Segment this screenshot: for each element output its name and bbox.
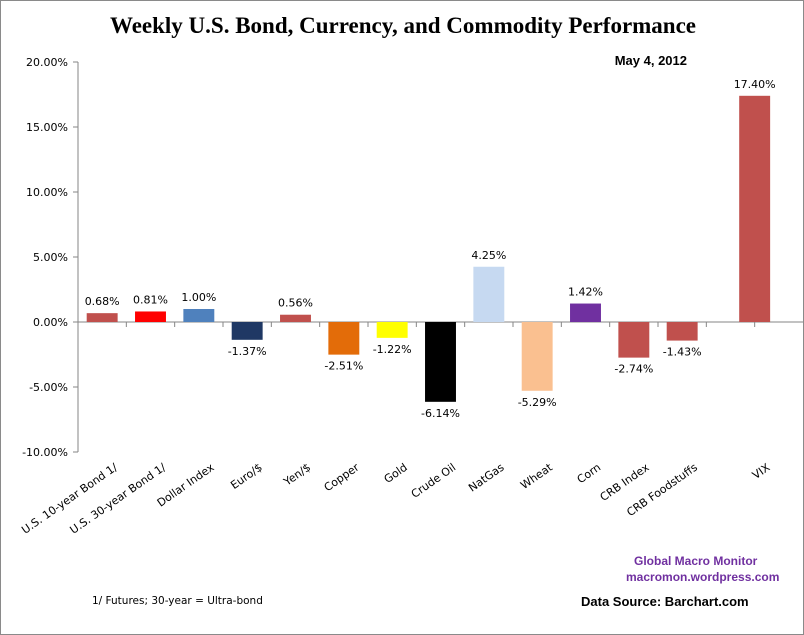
y-tick-label: -5.00%: [29, 381, 68, 394]
data-label: -1.22%: [373, 343, 412, 356]
bar: [521, 322, 553, 391]
category-label: Copper: [322, 461, 362, 495]
category-label: Corn: [575, 461, 604, 486]
category-label: Crude Oil: [409, 461, 458, 501]
bar: [280, 314, 311, 322]
y-tick-label: 5.00%: [33, 251, 68, 264]
data-label: 1.42%: [568, 286, 603, 299]
bar: [618, 322, 650, 358]
category-label: NatGas: [466, 461, 507, 495]
bar: [739, 95, 771, 322]
y-tick-label: 20.00%: [26, 56, 68, 69]
category-label: Wheat: [518, 460, 555, 492]
category-label: Gold: [382, 461, 410, 486]
data-label: 1.00%: [181, 291, 216, 304]
data-label: -1.37%: [228, 345, 267, 358]
bar: [328, 322, 360, 355]
bar: [570, 303, 601, 322]
y-tick-label: 10.00%: [26, 186, 68, 199]
data-label: -2.74%: [614, 363, 653, 376]
data-label: -1.43%: [663, 346, 702, 359]
bar: [376, 322, 408, 338]
bar: [86, 313, 118, 322]
bar: [425, 322, 456, 402]
category-label: Yen/$: [281, 461, 314, 489]
footnote: 1/ Futures; 30-year = Ultra-bond: [92, 595, 263, 607]
data-label: -2.51%: [324, 360, 363, 373]
data-label: -5.29%: [518, 396, 557, 409]
bar: [473, 266, 505, 322]
data-source: Data Source: Barchart.com: [581, 594, 749, 609]
category-label: VIX: [750, 461, 773, 482]
data-label: 0.81%: [133, 293, 168, 306]
data-label: -6.14%: [421, 407, 460, 420]
y-tick-label: 0.00%: [33, 316, 68, 329]
data-label: 4.25%: [471, 249, 506, 262]
credit-name: Global Macro Monitor: [634, 554, 758, 568]
category-label: Euro/$: [228, 461, 265, 492]
y-tick-label: -10.00%: [22, 446, 68, 459]
bar: [666, 322, 698, 341]
chart-date: May 4, 2012: [614, 53, 687, 68]
bar: [135, 311, 166, 322]
credit-url: macromon.wordpress.com: [626, 570, 780, 584]
data-label: 0.56%: [278, 297, 313, 310]
bar: [183, 309, 215, 322]
chart-title: Weekly U.S. Bond, Currency, and Commodit…: [109, 13, 697, 38]
data-label: 0.68%: [85, 295, 120, 308]
y-tick-label: 15.00%: [26, 121, 68, 134]
bar: [231, 322, 263, 340]
data-label: 17.40%: [734, 78, 776, 91]
